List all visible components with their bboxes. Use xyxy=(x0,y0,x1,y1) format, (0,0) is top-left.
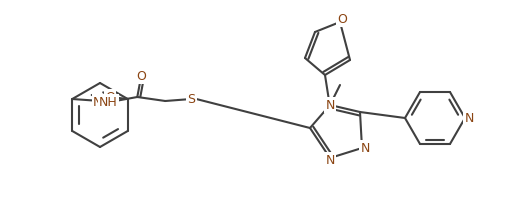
Text: N: N xyxy=(464,112,474,125)
Text: O: O xyxy=(105,90,115,103)
Text: NH: NH xyxy=(99,96,118,109)
Text: N: N xyxy=(360,141,370,154)
Text: NH: NH xyxy=(93,96,112,109)
Text: O: O xyxy=(136,70,146,83)
Text: N: N xyxy=(325,153,335,166)
Text: S: S xyxy=(187,93,195,106)
Text: S: S xyxy=(187,93,195,106)
Text: N: N xyxy=(325,98,335,112)
Text: O: O xyxy=(337,12,347,25)
